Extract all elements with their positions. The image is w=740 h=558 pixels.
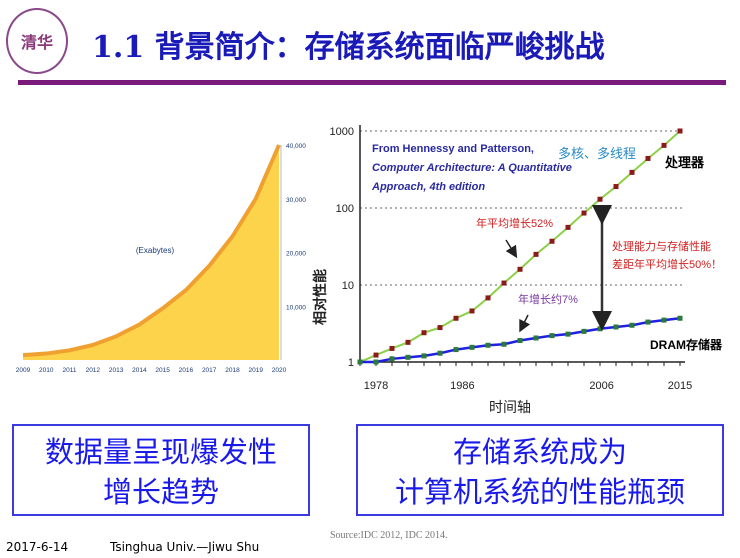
x-tick-label: 2019 <box>248 367 263 374</box>
dram-point <box>549 333 555 339</box>
citation-line-1: From Hennessy and Patterson, <box>372 143 534 155</box>
dram-growth-arrow <box>519 314 531 333</box>
x-tick-label: 2016 <box>179 367 194 374</box>
dram-point <box>405 354 411 360</box>
performance-gap-chart: 1 10 100 1000 1978 1986 2006 2015 From Hennessy… <box>312 125 723 415</box>
dram-point <box>389 356 395 362</box>
data-area <box>23 145 279 360</box>
processor-point <box>469 308 475 314</box>
processor-point <box>677 128 683 134</box>
bottleneck-callout: 存储系统成为 计算机系统的性能瓶颈 <box>356 424 724 516</box>
x-tick-label: 2010 <box>39 367 54 374</box>
dram-point <box>485 342 491 348</box>
x-tick-label: 2006 <box>589 380 613 392</box>
y-tick-label: 1 <box>348 357 354 369</box>
tsinghua-logo: 清华 <box>6 8 68 74</box>
exabytes-label: (Exabytes) <box>136 246 175 255</box>
data-growth-callout: 数据量呈现爆发性 增长趋势 <box>12 424 310 516</box>
cpu-growth-arrow <box>505 239 518 259</box>
x-tick-label: 2015 <box>155 367 170 374</box>
x-tick-label: 2012 <box>86 367 101 374</box>
callout-line: 存储系统成为 <box>452 435 627 469</box>
dram-label: DRAM存储器 <box>650 337 723 352</box>
processor-point <box>453 315 459 321</box>
dram-point <box>677 315 683 321</box>
y-tick-label: 10 <box>342 280 354 292</box>
dram-point <box>453 347 459 353</box>
dram-point <box>517 338 523 344</box>
dram-point <box>533 335 539 341</box>
processor-point <box>597 196 603 202</box>
dram-point <box>645 319 651 325</box>
dram-point <box>661 317 667 323</box>
dram-point <box>629 322 635 328</box>
processor-point <box>421 330 427 336</box>
processor-point <box>501 280 507 286</box>
processor-point <box>437 325 443 331</box>
x-tick-label: 1986 <box>450 380 474 392</box>
citation-line-3: Approach, 4th edition <box>371 181 485 193</box>
y-tick-label: 40,000 <box>286 143 306 150</box>
processor-label: 处理器 <box>664 155 705 170</box>
processor-point <box>581 210 587 216</box>
data-growth-chart: 2009 2010 2011 2012 2013 2014 2015 2016 2017 2018… <box>16 143 307 374</box>
citation-line-2: Computer Architecture: A Quantitative <box>372 162 572 174</box>
callout-line: 计算机系统的性能瓶颈 <box>394 475 685 509</box>
x-tick-label: 2017 <box>202 367 217 374</box>
processor-point <box>645 155 651 161</box>
dram-point <box>581 328 587 334</box>
processor-point <box>517 266 523 272</box>
y-tick-label: 20,000 <box>286 251 306 258</box>
gap-label-1: 处理能力与存储性能 <box>612 239 711 253</box>
processor-point <box>373 352 379 358</box>
x-tick-label: 2014 <box>132 367 147 374</box>
title-divider <box>18 80 726 85</box>
x-axis-title: 时间轴 <box>489 399 531 415</box>
processor-point <box>661 142 667 148</box>
processor-point <box>549 238 555 244</box>
dram-point <box>373 359 379 365</box>
x-tick-label: 2013 <box>109 367 124 374</box>
y-tick-label: 30,000 <box>286 197 306 204</box>
callout-line: 增长趋势 <box>102 475 219 509</box>
x-tick-label: 1978 <box>364 380 388 392</box>
footer-author: Tsinghua Univ.—Jiwu Shu <box>110 540 260 554</box>
processor-point <box>613 184 619 190</box>
multicore-label: 多核、多线程 <box>558 146 636 161</box>
dram-point <box>501 341 507 347</box>
cpu-growth-label: 年平均增长52% <box>476 216 553 230</box>
slide-title: 1.1 背景简介：存储系统面临严峻挑战 <box>92 30 605 65</box>
y-tick-label: 1000 <box>330 126 354 138</box>
dram-point <box>421 353 427 359</box>
dram-point <box>597 326 603 332</box>
x-tick-label: 2011 <box>63 367 77 374</box>
gap-label-2: 差距年平均增长50%！ <box>612 257 722 271</box>
x-tick-label: 2020 <box>272 367 287 374</box>
source-note: Source:IDC 2012, IDC 2014. <box>330 530 448 541</box>
dram-point <box>437 350 443 356</box>
processor-point <box>405 339 411 345</box>
processor-point <box>485 295 491 301</box>
footer-date: 2017-6-14 <box>6 540 69 554</box>
x-tick-label: 2015 <box>668 380 692 392</box>
dram-growth-label: 年增长约7% <box>518 292 578 306</box>
processor-point <box>389 345 395 351</box>
x-tick-label: 2018 <box>225 367 240 374</box>
processor-point <box>629 169 635 175</box>
logo-text: 清华 <box>20 33 53 52</box>
dram-point <box>357 359 363 365</box>
dram-point <box>565 331 571 337</box>
y-axis-title: 相对性能 <box>312 269 328 325</box>
y-tick-label: 100 <box>336 203 354 215</box>
processor-point <box>565 224 571 230</box>
callout-line: 数据量呈现爆发性 <box>44 435 277 469</box>
x-tick-label: 2009 <box>16 367 31 374</box>
y-tick-label: 10,000 <box>286 304 306 311</box>
data-area-edge <box>22 144 281 358</box>
processor-point <box>533 251 539 257</box>
dram-point <box>469 344 475 350</box>
dram-point <box>613 324 619 330</box>
